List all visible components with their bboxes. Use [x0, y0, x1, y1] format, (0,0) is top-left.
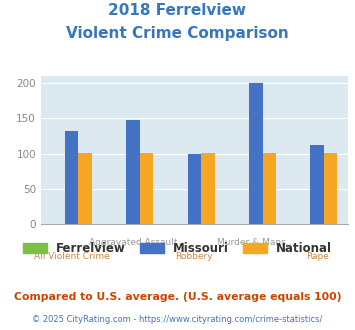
- Text: Murder & Mans...: Murder & Mans...: [217, 238, 294, 247]
- Bar: [140, 153, 153, 224]
- Bar: [126, 120, 140, 224]
- Text: Compared to U.S. average. (U.S. average equals 100): Compared to U.S. average. (U.S. average …: [14, 292, 341, 302]
- Bar: [201, 153, 215, 224]
- Text: Violent Crime Comparison: Violent Crime Comparison: [66, 26, 289, 41]
- Bar: [187, 154, 201, 224]
- Text: Rape: Rape: [306, 252, 329, 261]
- Text: All Violent Crime: All Violent Crime: [34, 252, 109, 261]
- Bar: [310, 145, 324, 224]
- Bar: [78, 153, 92, 224]
- Text: Robbery: Robbery: [176, 252, 213, 261]
- Bar: [249, 83, 263, 224]
- Bar: [263, 153, 276, 224]
- Text: Aggravated Assault: Aggravated Assault: [89, 238, 177, 247]
- Bar: [65, 131, 78, 224]
- Legend: Ferrelview, Missouri, National: Ferrelview, Missouri, National: [18, 237, 337, 260]
- Text: © 2025 CityRating.com - https://www.cityrating.com/crime-statistics/: © 2025 CityRating.com - https://www.city…: [32, 315, 323, 324]
- Text: 2018 Ferrelview: 2018 Ferrelview: [109, 3, 246, 18]
- Bar: [324, 153, 338, 224]
